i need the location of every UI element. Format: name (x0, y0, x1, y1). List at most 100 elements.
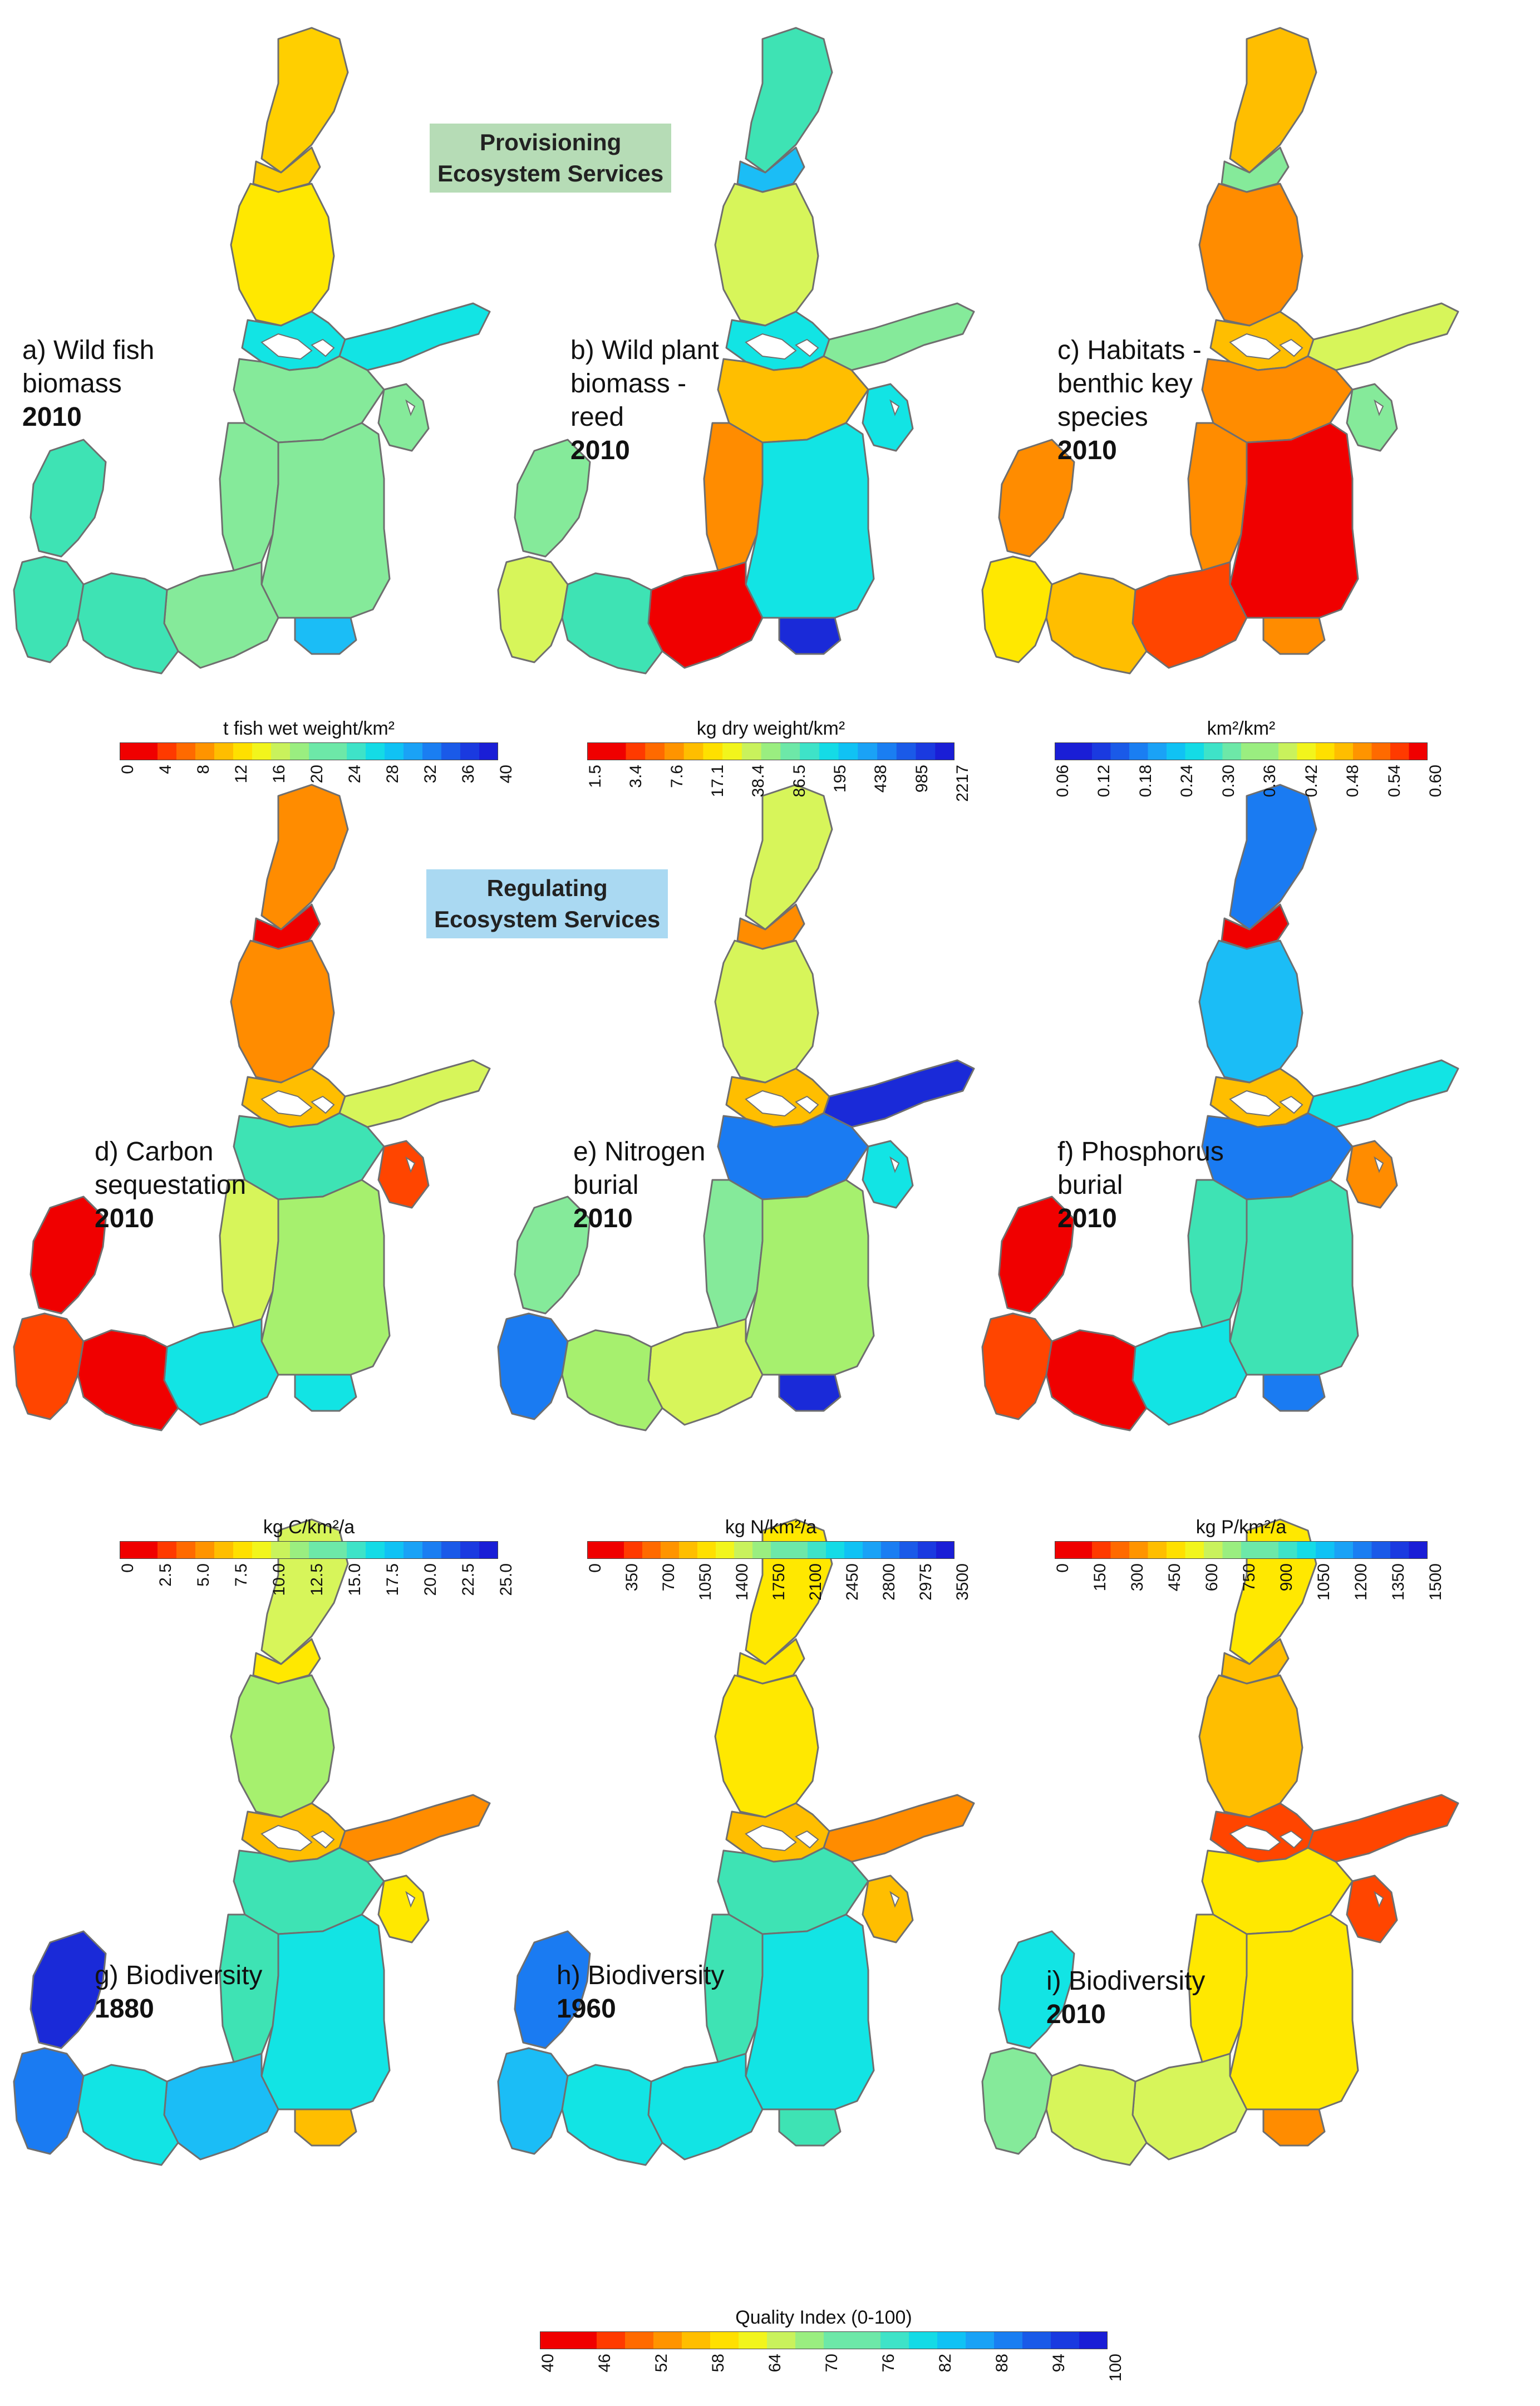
colorbar-bin (800, 742, 820, 760)
region-bothnian-sea (714, 183, 819, 327)
colorbar-bin (587, 742, 607, 760)
panel-label-c-line: benthic key (1057, 369, 1193, 398)
colorbar-bin (1022, 2331, 1051, 2349)
colorbar-bin (880, 2331, 909, 2349)
colorbar-bin (309, 1541, 328, 1559)
colorbar-bin (290, 742, 309, 760)
region-gulf-finland (338, 302, 491, 371)
region-arkona (77, 1329, 179, 1431)
region-gdansk (1262, 617, 1326, 655)
panel-label-e-line: e) Nitrogen (573, 1137, 706, 1167)
region-eastern-gotland (745, 422, 875, 619)
colorbar-bin (385, 742, 404, 760)
colorbar-bin (441, 1541, 461, 1559)
colorbar-tick-label: 1500 (1426, 1563, 1445, 1601)
island (405, 399, 416, 416)
colorbar-tick-label: 17.5 (383, 1563, 402, 1596)
panel-label-b-line: biomass - (570, 369, 687, 398)
colorbar-bin (252, 1541, 272, 1559)
colorbar-bin (771, 1541, 790, 1559)
panel-year-g: 1880 (95, 1994, 154, 2024)
panel-label-c-line: species (1057, 402, 1148, 432)
colorbar-bin (606, 1541, 624, 1559)
region-arkona (561, 1329, 663, 1431)
colorbar-bin (626, 742, 646, 760)
region-gulf-riga (1346, 1140, 1398, 1209)
colorbar-tick-label: 2217 (953, 765, 972, 802)
colorbar-bin (404, 742, 423, 760)
region-eastern-gotland (1229, 1913, 1359, 2110)
colorbar-tick-label: 300 (1128, 1563, 1147, 1592)
region-kattegat (29, 1930, 107, 2049)
colorbar-bin (176, 1541, 196, 1559)
island (1229, 1824, 1281, 1852)
colorbar-tick-label: 0 (119, 765, 137, 774)
panel-label-b: b) Wild plant biomass - reed 2010 (570, 334, 719, 468)
colorbar-bin (1390, 742, 1410, 760)
colorbar-bin (819, 742, 839, 760)
colorbar-bin (863, 1541, 882, 1559)
colorbar-bin (838, 742, 858, 760)
colorbar-bin (734, 1541, 753, 1559)
region-gulf-finland (1307, 302, 1459, 371)
region-bothnian-bay (745, 784, 833, 931)
colorbar-tick-label: 2100 (806, 1563, 825, 1601)
colorbar-bin (587, 1541, 606, 1559)
colorbar-bin (935, 742, 954, 760)
island (795, 1095, 819, 1114)
panel-label-g: g) Biodiversity 1880 (95, 1959, 262, 2026)
colorbar-bin (739, 2331, 767, 2349)
colorbar-bin (697, 1541, 716, 1559)
region-western-gotland (1187, 1913, 1248, 2063)
colorbar-tick-label: 17.1 (709, 765, 727, 798)
colorbar-bin (1055, 742, 1074, 760)
panel-label-i-line: i) Biodiversity (1046, 1966, 1206, 1996)
colorbar-tick-label: 150 (1091, 1563, 1109, 1592)
colorbar-bin (661, 1541, 680, 1559)
region-bornholm (1131, 1318, 1248, 1426)
colorbar-bin (158, 1541, 177, 1559)
colorbar-bin (214, 742, 234, 760)
colorbar-bin (936, 1541, 954, 1559)
colorbar-4: kg N/km²/a 0 350 700 1050 1400 1750 2100 2450 280… (586, 1517, 972, 1611)
colorbar-bin (1316, 1541, 1335, 1559)
colorbar-bin (460, 1541, 480, 1559)
colorbar-title: kg P/km²/a (1195, 1517, 1287, 1538)
colorbar-ramp (587, 742, 954, 760)
island (1374, 1891, 1384, 1908)
region-gulf-finland (823, 302, 975, 371)
panel-label-d: d) Carbon sequestation 2010 (95, 1135, 246, 1236)
region-belts (981, 1312, 1053, 1420)
region-gulf-finland (823, 1059, 975, 1128)
colorbar-bin (858, 742, 878, 760)
region-kattegat (29, 1195, 107, 1315)
colorbar-bin (642, 1541, 661, 1559)
region-western-gotland (703, 1913, 764, 2063)
colorbar-tick-label: 2800 (880, 1563, 898, 1601)
island (1279, 1830, 1303, 1849)
colorbar-tick-label: 64 (766, 2354, 784, 2373)
colorbar-bin (1092, 742, 1111, 760)
region-bornholm (1131, 2053, 1248, 2161)
colorbar-tick-label: 1200 (1352, 1563, 1370, 1601)
colorbar-bin (780, 742, 800, 760)
colorbar-bin (682, 2331, 711, 2349)
region-eastern-gotland (745, 1913, 875, 2110)
map-panel-a (13, 27, 491, 675)
colorbar-tick-label: 76 (879, 2354, 898, 2373)
region-belts (497, 2047, 569, 2155)
colorbar-bin (1148, 742, 1167, 760)
region-western-gotland (1187, 1179, 1248, 1329)
colorbar-tick-label: 16 (270, 765, 288, 784)
region-belts (13, 2047, 85, 2155)
region-bothnian-sea (230, 183, 335, 327)
colorbar-bin (328, 742, 347, 760)
region-bothnian-bay (260, 784, 349, 931)
colorbar-bin (937, 2331, 966, 2349)
region-eastern-gotland (745, 1179, 875, 1376)
colorbar-bin (1353, 1541, 1372, 1559)
colorbar-tick-label: 1400 (733, 1563, 751, 1601)
region-gulf-finland (1307, 1059, 1459, 1128)
region-belts (497, 1312, 569, 1420)
colorbar-bin (1241, 1541, 1261, 1559)
